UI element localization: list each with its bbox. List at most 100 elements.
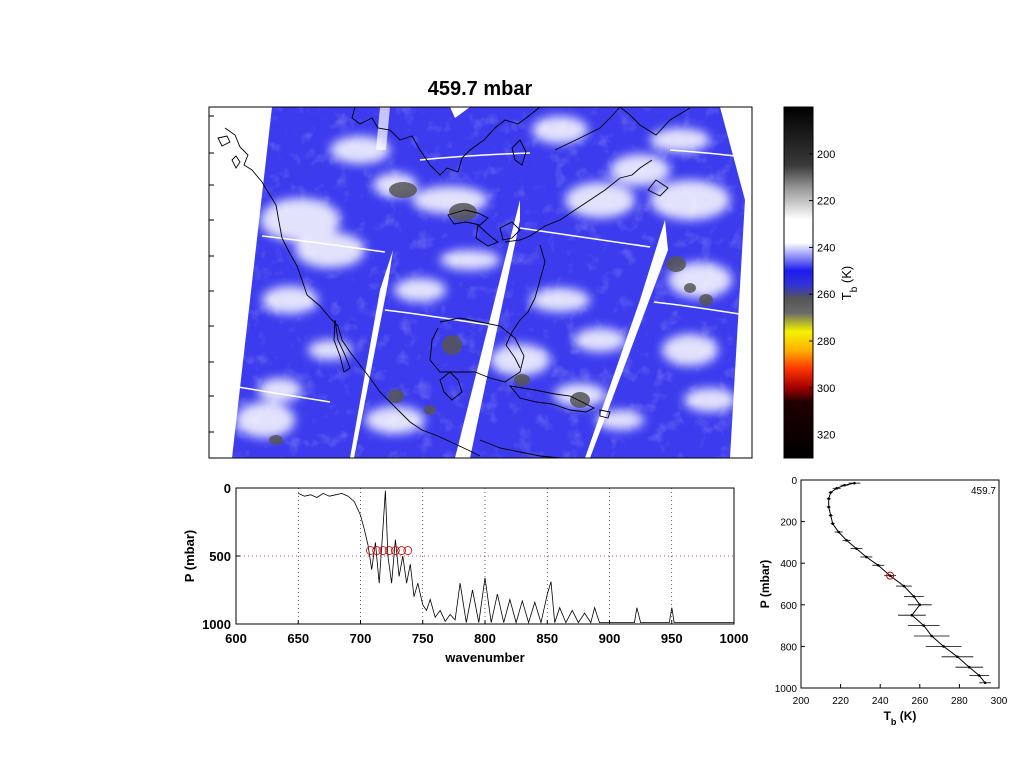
profile-x-tick: 220 bbox=[832, 696, 849, 707]
cloud-patch bbox=[490, 344, 550, 376]
profile-frame bbox=[800, 479, 1000, 689]
profile-y-label: P (mbar) bbox=[758, 560, 772, 608]
colorbar-tick-label: 280 bbox=[817, 336, 835, 348]
colorbar-gradient bbox=[783, 106, 814, 459]
profile-point bbox=[888, 574, 892, 577]
profile-y-tick: 1000 bbox=[775, 684, 798, 695]
cloud-patch bbox=[532, 116, 588, 144]
map-ticks bbox=[209, 115, 214, 433]
profile-point bbox=[942, 645, 945, 648]
spectrum-panel: 600 650 700 750 800 850 900 950 1000 0 500 1000 wav… bbox=[182, 481, 748, 665]
map-frame bbox=[208, 106, 753, 459]
profile-point bbox=[855, 547, 858, 550]
cloud-patch bbox=[596, 410, 644, 430]
channel-marker bbox=[403, 546, 413, 555]
cold-cloud-cell bbox=[269, 435, 283, 445]
channel-marker bbox=[378, 546, 388, 555]
colorbar-label: Tb (K) bbox=[839, 266, 860, 300]
cold-cloud-cell bbox=[449, 203, 477, 221]
profile-point bbox=[831, 522, 834, 525]
profile-point bbox=[829, 491, 832, 494]
swath-boundaries bbox=[237, 149, 752, 403]
cloud-patch bbox=[365, 406, 425, 434]
spectrum-y-tick: 500 bbox=[209, 549, 231, 564]
cloud-patch bbox=[295, 232, 365, 268]
colorbar-tick-label: 260 bbox=[817, 289, 835, 301]
cloud-patch bbox=[574, 328, 626, 352]
colorbar-tick-label: 300 bbox=[817, 383, 835, 395]
coastlines bbox=[217, 107, 691, 458]
cold-cloud-cell bbox=[424, 405, 436, 415]
cloud-patch bbox=[308, 340, 352, 360]
cold-cloud-cell bbox=[684, 283, 696, 293]
spectrum-x-tick: 700 bbox=[350, 631, 372, 646]
colorbar-tick-label: 220 bbox=[817, 196, 835, 208]
profile-y-tick: 200 bbox=[780, 518, 797, 529]
cloud-patch bbox=[650, 180, 730, 220]
profile-point bbox=[853, 481, 856, 485]
profile-point bbox=[983, 681, 987, 685]
map-image bbox=[209, 107, 752, 458]
cold-cloud-cell bbox=[389, 182, 417, 198]
profile-point bbox=[845, 539, 848, 542]
channel-marker bbox=[372, 546, 382, 555]
profile-point bbox=[968, 665, 971, 669]
profile-point bbox=[865, 555, 868, 559]
channel-marker bbox=[397, 546, 406, 555]
profile-level-label: 459.7 bbox=[971, 486, 996, 497]
cloud-patch bbox=[662, 334, 718, 366]
cold-cloud-cell bbox=[442, 335, 462, 355]
profile-point bbox=[827, 505, 831, 509]
cloud-patch bbox=[650, 128, 710, 152]
spectrum-x-tick: 850 bbox=[536, 631, 558, 646]
profile-x-tick: 200 bbox=[793, 696, 810, 707]
cloud-patch bbox=[235, 402, 295, 438]
spectrum-series-line bbox=[298, 490, 734, 625]
profile-point bbox=[835, 487, 838, 490]
colorbar-tick-label: 320 bbox=[817, 430, 835, 442]
cloud-patch bbox=[394, 278, 446, 302]
profile-x-tick: 260 bbox=[911, 696, 928, 707]
cloud-patch bbox=[258, 378, 302, 402]
map-title: 459.7 mbar bbox=[428, 78, 533, 100]
profile-point bbox=[956, 655, 959, 659]
profile-point bbox=[910, 613, 914, 617]
colorbar-tick-label: 240 bbox=[817, 242, 835, 254]
profile-point bbox=[902, 584, 906, 588]
profile-point bbox=[876, 563, 880, 567]
profile-point bbox=[922, 624, 926, 627]
cloud-patch bbox=[610, 154, 670, 186]
channel-marker bbox=[384, 546, 394, 555]
cloud-patch bbox=[260, 198, 340, 242]
profile-x-tick: 300 bbox=[991, 696, 1008, 707]
profile-x-tick: 240 bbox=[872, 696, 889, 707]
profile-point bbox=[829, 514, 832, 517]
channel-marker bbox=[390, 546, 400, 555]
cloud-patch bbox=[330, 136, 390, 164]
spectrum-x-tick: 750 bbox=[412, 631, 434, 646]
cold-cloud-cell bbox=[514, 374, 530, 386]
cloud-patch bbox=[440, 250, 500, 270]
cloud-patch bbox=[668, 262, 732, 298]
spectrum-x-tick: 950 bbox=[661, 631, 683, 646]
colorbar: 200 220 240 260 280 300 320 Tb (K) bbox=[783, 106, 860, 459]
profile-y-tick: 0 bbox=[791, 476, 797, 487]
spectrum-x-tick: 600 bbox=[225, 631, 247, 646]
profile-point bbox=[912, 595, 916, 598]
profile-point bbox=[977, 674, 981, 677]
spectrum-x-tick: 1000 bbox=[720, 631, 749, 646]
channel-marker bbox=[366, 546, 375, 555]
cloud-patch bbox=[684, 388, 736, 412]
profile-y-tick: 600 bbox=[780, 601, 797, 612]
spectrum-x-tick: 650 bbox=[287, 631, 309, 646]
cold-cloud-cell bbox=[699, 294, 713, 306]
profile-point bbox=[837, 530, 840, 534]
profile-point bbox=[827, 497, 831, 501]
spectrum-x-tick: 900 bbox=[599, 631, 621, 646]
spectrum-y-label: P (mbar) bbox=[182, 530, 197, 583]
profile-y-tick: 400 bbox=[780, 559, 797, 570]
spectrum-x-label: wavenumber bbox=[444, 650, 524, 665]
cloud-patch bbox=[530, 288, 590, 312]
cold-cloud-cell bbox=[666, 256, 686, 272]
